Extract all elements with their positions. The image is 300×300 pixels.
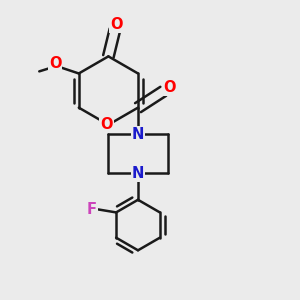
- Text: N: N: [132, 166, 144, 181]
- Text: O: O: [110, 17, 123, 32]
- Text: O: O: [101, 117, 113, 132]
- Text: O: O: [49, 56, 61, 70]
- Text: F: F: [87, 202, 97, 217]
- Text: N: N: [132, 127, 144, 142]
- Text: O: O: [163, 80, 175, 95]
